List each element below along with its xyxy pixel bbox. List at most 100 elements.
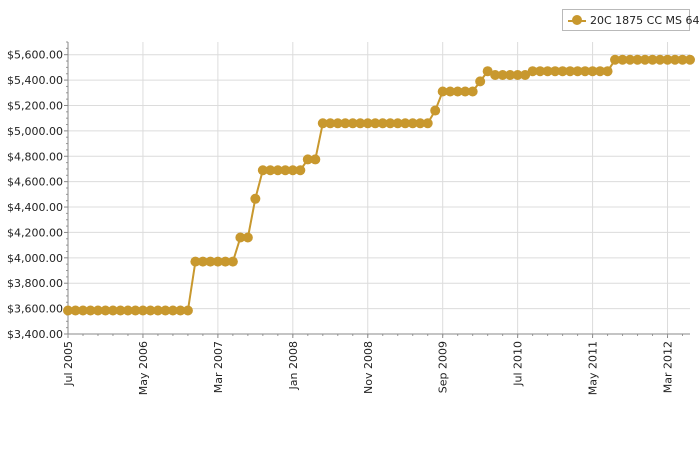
data-point xyxy=(63,305,73,316)
data-point xyxy=(212,256,223,267)
data-point xyxy=(340,118,351,129)
data-point xyxy=(122,305,133,316)
y-tick-label: $4,800.00 xyxy=(7,150,63,163)
data-point xyxy=(310,154,321,165)
data-point xyxy=(130,305,141,316)
data-point xyxy=(632,54,643,65)
data-point xyxy=(610,54,621,65)
data-point xyxy=(460,86,471,97)
data-point xyxy=(242,232,253,243)
data-point xyxy=(677,54,688,65)
data-point xyxy=(497,70,508,81)
y-tick-label: $3,800.00 xyxy=(7,277,63,290)
y-tick-label: $5,000.00 xyxy=(7,125,63,138)
data-point xyxy=(205,256,216,267)
data-point xyxy=(437,86,448,97)
data-point xyxy=(160,305,171,316)
data-point xyxy=(647,54,658,65)
data-point xyxy=(115,305,126,316)
data-point xyxy=(512,70,523,81)
data-point xyxy=(220,256,231,267)
data-point xyxy=(482,66,493,77)
x-tick-label: Mar 2012 xyxy=(662,341,675,393)
data-point xyxy=(325,118,336,129)
data-point xyxy=(452,86,463,97)
data-point xyxy=(355,118,366,129)
data-point xyxy=(167,305,178,316)
data-point xyxy=(190,256,201,267)
data-point xyxy=(280,165,291,176)
y-tick-label: $4,200.00 xyxy=(7,226,63,239)
data-point xyxy=(445,86,456,97)
data-point xyxy=(572,66,583,77)
data-point xyxy=(302,154,313,165)
y-axis-ticks: $3,400.00 $3,600.00 $3,800.00 $4,000.00 $4,2… xyxy=(7,41,68,341)
data-point xyxy=(407,118,418,129)
data-point xyxy=(265,165,276,176)
data-point xyxy=(250,193,261,204)
data-point xyxy=(467,86,478,97)
x-tick-label: Nov 2008 xyxy=(362,341,375,394)
y-tick-label: $4,400.00 xyxy=(7,201,63,214)
data-point xyxy=(535,66,546,77)
legend: 20C 1875 CC MS 64 xyxy=(562,9,700,31)
data-point xyxy=(70,305,81,316)
data-point xyxy=(272,165,283,176)
data-point xyxy=(295,165,306,176)
x-tick-label: Jul 2005 xyxy=(62,341,75,387)
data-point xyxy=(385,118,396,129)
data-point xyxy=(175,305,186,316)
data-point xyxy=(92,305,103,316)
data-point xyxy=(527,66,538,77)
data-point xyxy=(415,118,426,129)
data-point xyxy=(377,118,388,129)
legend-label: 20C 1875 CC MS 64 xyxy=(590,14,700,27)
axes xyxy=(67,42,690,335)
data-point xyxy=(107,305,118,316)
data-point xyxy=(550,66,561,77)
data-point xyxy=(670,54,681,65)
grid-lines xyxy=(67,42,690,335)
data-point xyxy=(580,66,591,77)
data-point xyxy=(655,54,666,65)
data-point xyxy=(85,305,96,316)
x-tick-label: Mar 2007 xyxy=(212,341,225,393)
data-point xyxy=(145,305,156,316)
y-tick-label: $5,400.00 xyxy=(7,74,63,87)
data-point xyxy=(565,66,576,77)
data-point xyxy=(152,305,163,316)
data-point xyxy=(595,66,606,77)
data-point xyxy=(197,256,208,267)
data-point xyxy=(587,66,598,77)
x-tick-label: Sep 2009 xyxy=(437,341,450,393)
y-tick-label: $4,600.00 xyxy=(7,176,63,189)
data-point xyxy=(640,54,651,65)
data-point xyxy=(77,305,88,316)
data-point xyxy=(370,118,381,129)
series-layer xyxy=(63,54,695,316)
y-tick-label: $4,000.00 xyxy=(7,252,63,265)
data-point xyxy=(490,70,501,81)
data-point xyxy=(505,70,516,81)
data-point xyxy=(347,118,358,129)
series-line xyxy=(68,58,690,312)
data-point xyxy=(685,54,695,65)
data-point xyxy=(617,54,628,65)
x-tick-label: May 2011 xyxy=(587,341,600,395)
data-point xyxy=(557,66,568,77)
data-point xyxy=(520,70,531,81)
y-tick-label: $5,600.00 xyxy=(7,49,63,62)
y-tick-label: $3,600.00 xyxy=(7,303,63,316)
data-point xyxy=(257,165,268,176)
data-point xyxy=(362,118,373,129)
data-point xyxy=(662,54,673,65)
data-point xyxy=(235,232,246,243)
x-tick-label: May 2006 xyxy=(137,341,150,395)
data-point xyxy=(287,165,298,176)
x-axis-ticks: Jul 2005 May 2006 Mar 2007 Jan 2008 Nov 2008… xyxy=(62,334,684,395)
data-point xyxy=(317,118,328,129)
data-point xyxy=(392,118,403,129)
data-point xyxy=(422,118,433,129)
data-point xyxy=(400,118,411,129)
data-point xyxy=(332,118,343,129)
